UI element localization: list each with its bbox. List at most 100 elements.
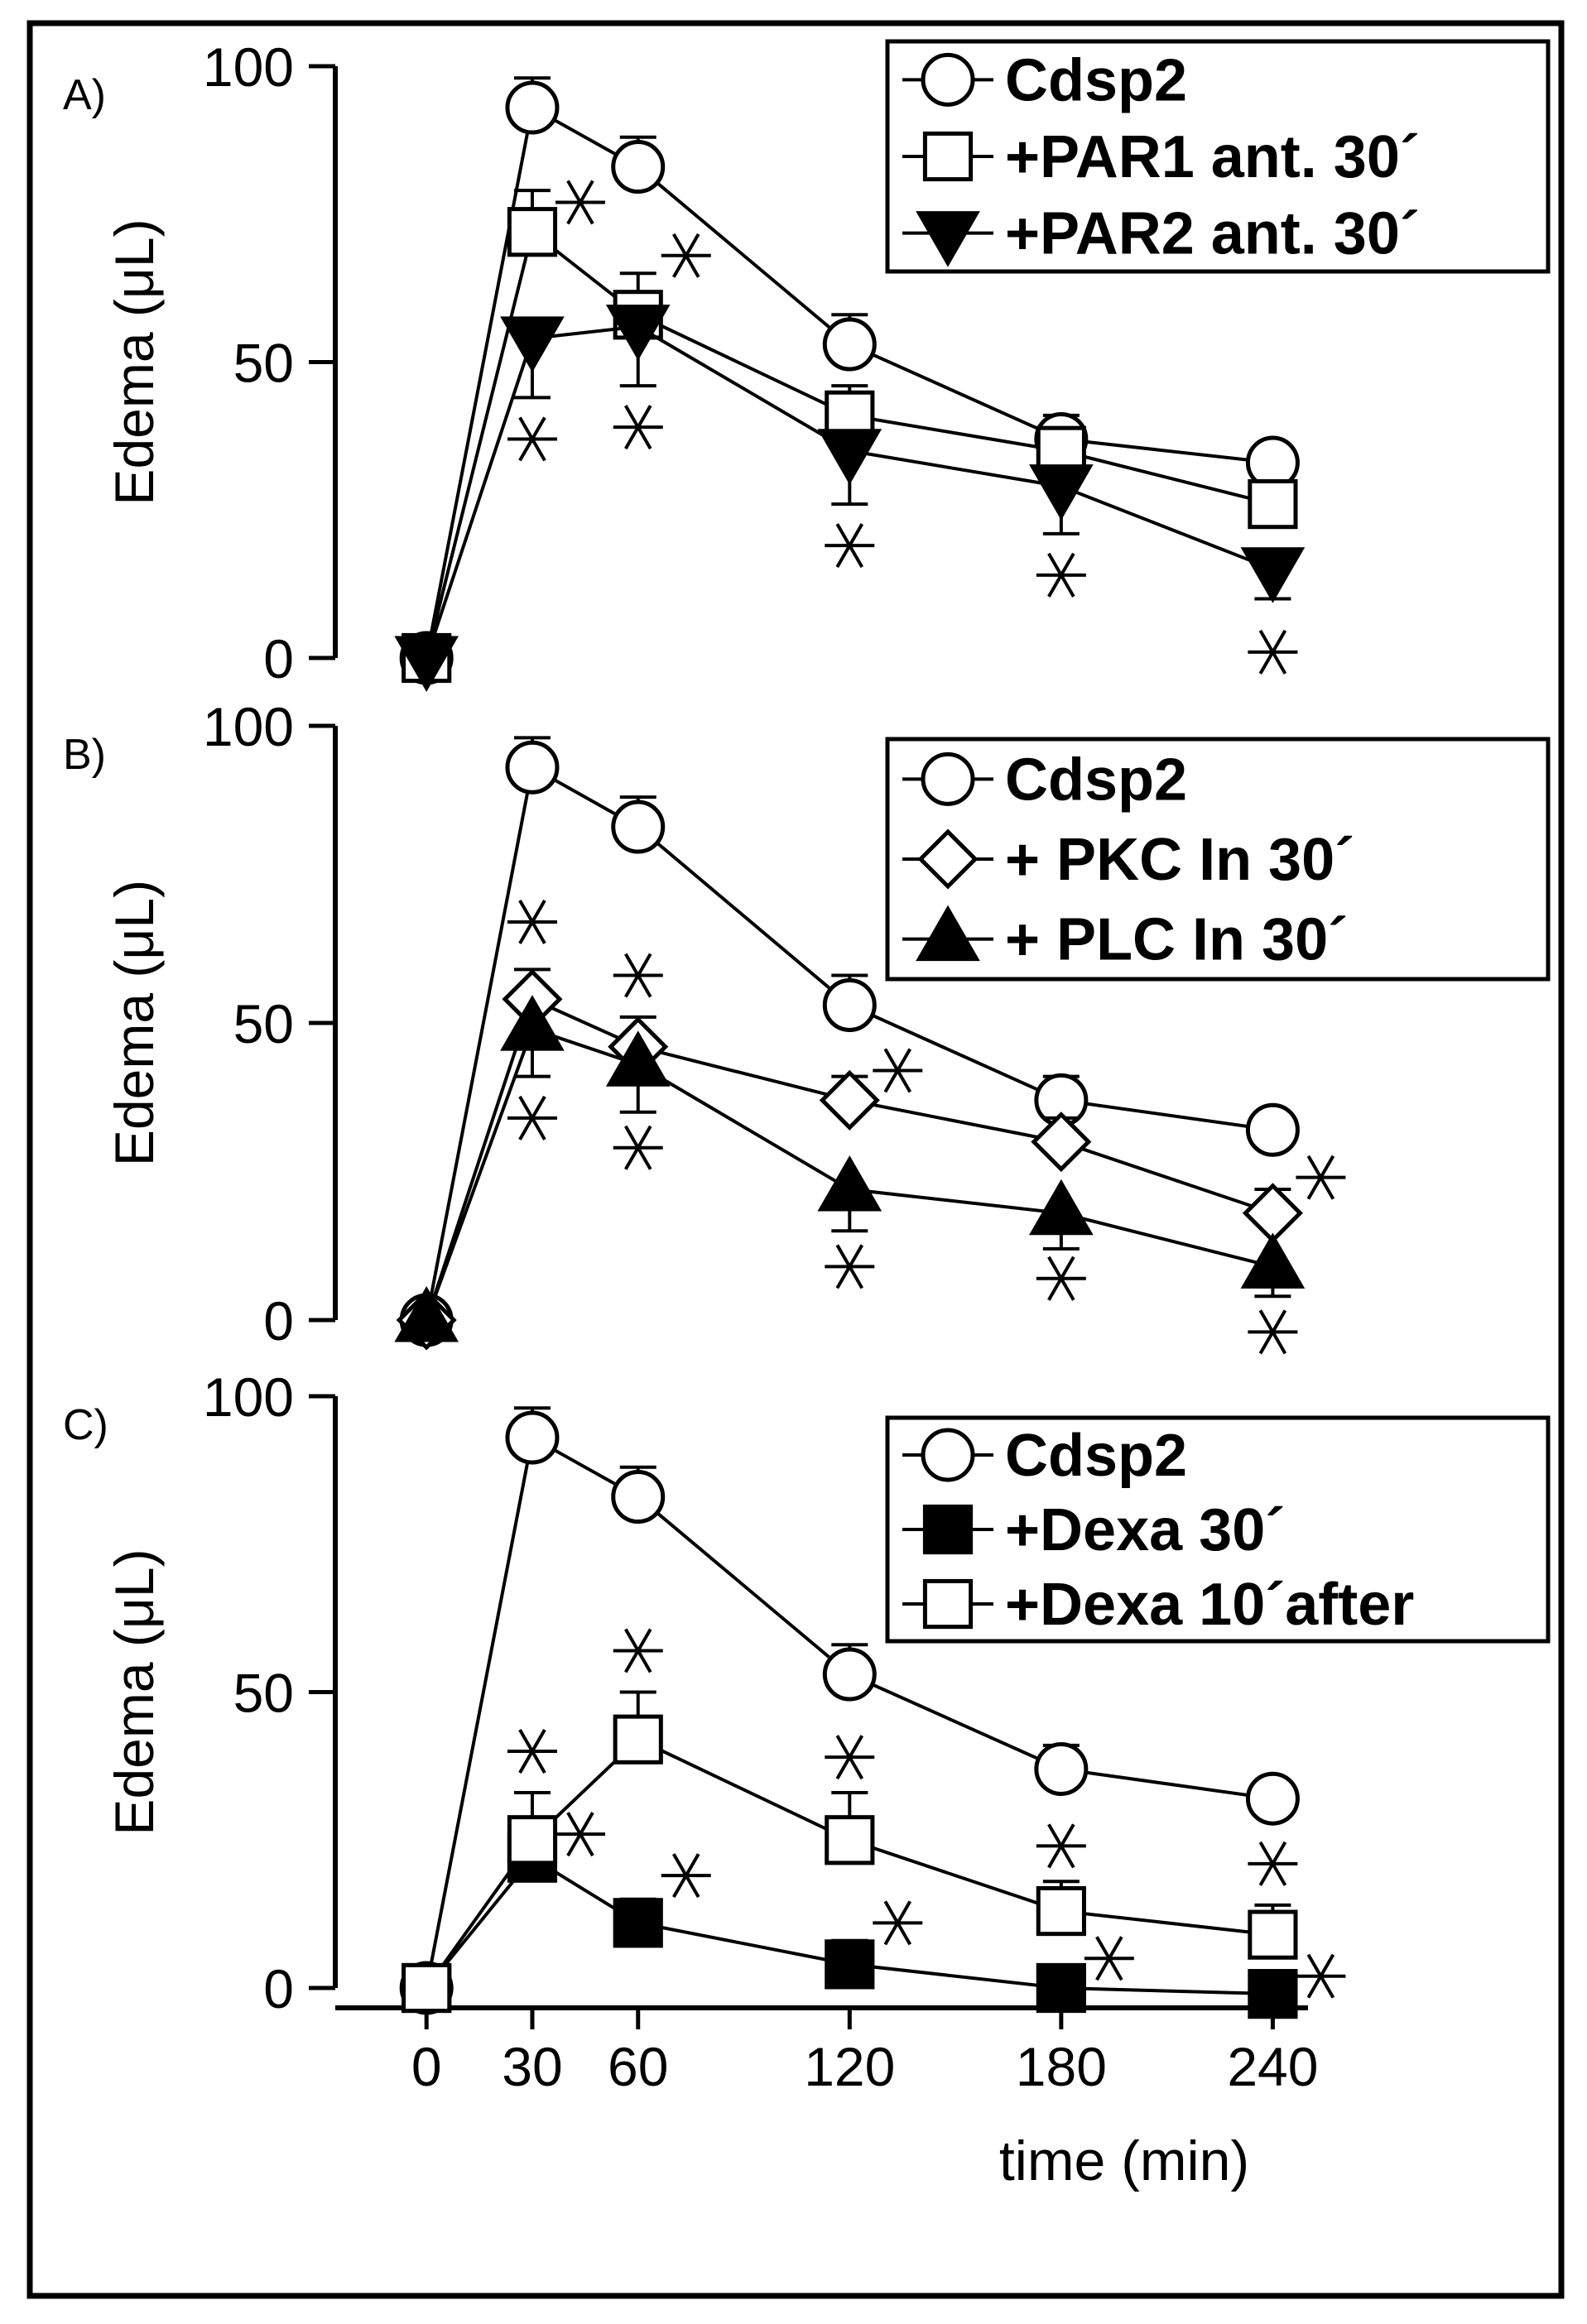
significance-star-stroke <box>518 1729 546 1774</box>
data-point <box>605 305 671 361</box>
legend-item: +Dexa 30´ <box>902 1497 1285 1563</box>
data-point <box>611 1470 666 1525</box>
data-point <box>822 317 877 372</box>
significance-star-stroke <box>672 1853 700 1899</box>
significance-star-stroke <box>1047 1823 1075 1869</box>
x-tick-label: 0 <box>411 2036 442 2097</box>
significance-star <box>1296 1155 1346 1200</box>
significance-star <box>507 1729 557 1774</box>
legend-marker <box>921 1428 975 1482</box>
data-point <box>1240 1232 1306 1289</box>
y-tick-label: 50 <box>233 333 294 394</box>
significance-star <box>873 1900 923 1946</box>
legend-label: +PAR1 ant. 30´ <box>1005 124 1420 190</box>
legend-label: + PLC In 30´ <box>1005 907 1348 973</box>
data-point <box>1248 1909 1298 1960</box>
panel-label: A) <box>63 71 106 119</box>
x-tick-label: 240 <box>1227 2036 1318 2097</box>
legend-marker <box>916 211 980 267</box>
legend-item: + PKC In 30´ <box>902 827 1354 893</box>
significance-star <box>555 1812 605 1857</box>
significance-star <box>1248 1309 1298 1355</box>
significance-star <box>661 233 711 278</box>
y-tick-label: 100 <box>203 1366 294 1428</box>
y-tick-label: 0 <box>263 1290 294 1352</box>
data-point <box>1245 1771 1300 1826</box>
legend-item: + PLC In 30´ <box>902 905 1348 973</box>
significance-star <box>507 416 557 462</box>
significance-star-stroke <box>624 1628 652 1673</box>
significance-star-stroke <box>835 523 864 569</box>
figure-frame <box>26 20 1565 2299</box>
significance-star <box>825 1244 875 1289</box>
significance-star <box>613 405 663 450</box>
significance-star-stroke <box>624 1125 652 1170</box>
significance-star <box>1084 1936 1134 1981</box>
significance-star-stroke <box>835 1735 864 1780</box>
data-point <box>613 1898 663 1948</box>
legend-box <box>885 39 1551 274</box>
data-point <box>613 1714 663 1765</box>
significance-star-stroke <box>1047 552 1075 598</box>
legend-label: Cdsp2 <box>1005 47 1187 113</box>
y-axis-label: Edema (μL) <box>103 880 165 1166</box>
data-point <box>817 1155 882 1212</box>
significance-star-stroke <box>1258 1309 1287 1355</box>
legend-label: Cdsp2 <box>1005 747 1187 813</box>
data-point <box>605 1030 671 1087</box>
legend: Cdsp2 +Dexa 30´ +Dexa 10´after <box>885 1415 1551 1644</box>
y-tick-label: 0 <box>263 1958 294 2019</box>
y-axis-label: Edema (μL) <box>103 218 165 505</box>
x-tick-label: 120 <box>804 2036 895 2097</box>
significance-star-stroke <box>883 1048 912 1093</box>
data-point <box>611 799 666 854</box>
significance-star <box>1036 1256 1086 1301</box>
significance-star <box>661 1853 711 1899</box>
significance-star-stroke <box>883 1900 912 1946</box>
x-tick-label: 60 <box>608 2036 668 2097</box>
legend-box <box>885 1415 1551 1644</box>
series-line <box>425 1434 1273 1989</box>
significance-star <box>873 1048 923 1093</box>
data-point <box>822 977 877 1032</box>
significance-star-stroke <box>518 1095 546 1140</box>
data-point <box>822 1647 877 1702</box>
significance-star <box>1248 1841 1298 1886</box>
legend-marker <box>922 1504 974 1555</box>
legend-marker <box>921 751 975 806</box>
significance-star-stroke <box>518 416 546 462</box>
data-point <box>819 1069 880 1131</box>
data-point <box>507 1815 558 1865</box>
legend-marker <box>922 131 974 182</box>
series--par2-ant-30- <box>394 305 1306 693</box>
significance-star-stroke <box>1306 1953 1335 1999</box>
data-point <box>1034 1741 1089 1796</box>
y-axis-label: Edema (μL) <box>103 1549 165 1835</box>
series--dexa-10-after <box>402 1690 1298 2014</box>
series-line <box>425 765 1273 1321</box>
legend-item: Cdsp2 <box>902 747 1187 813</box>
legend-item: Cdsp2 <box>902 47 1187 113</box>
data-point <box>402 1962 452 2014</box>
x-tick-label: 30 <box>502 2036 562 2097</box>
data-point <box>825 1939 875 1990</box>
series--plc-in-30- <box>394 995 1306 1342</box>
significance-star-stroke <box>1258 1841 1287 1886</box>
data-point <box>1029 464 1094 521</box>
significance-star-stroke <box>672 233 700 278</box>
legend-box <box>885 737 1551 982</box>
significance-star-stroke <box>566 180 594 225</box>
legend-label: +Dexa 30´ <box>1005 1497 1285 1563</box>
series-line <box>425 228 1273 659</box>
significance-star <box>1036 1823 1086 1869</box>
panel-label: C) <box>63 1401 108 1449</box>
legend-item: Cdsp2 <box>902 1423 1187 1489</box>
legend-label: +PAR2 ant. 30´ <box>1005 201 1420 267</box>
panel-3: 100 50 0 0 30 60 120 180 240 time (min) Edema (μL)… <box>63 1366 1551 2192</box>
x-tick-label: 180 <box>1016 2036 1107 2097</box>
y-tick-label: 0 <box>263 628 294 689</box>
legend-item: +Dexa 10´after <box>902 1572 1414 1638</box>
data-point <box>507 207 558 257</box>
data-point <box>1245 1102 1300 1157</box>
